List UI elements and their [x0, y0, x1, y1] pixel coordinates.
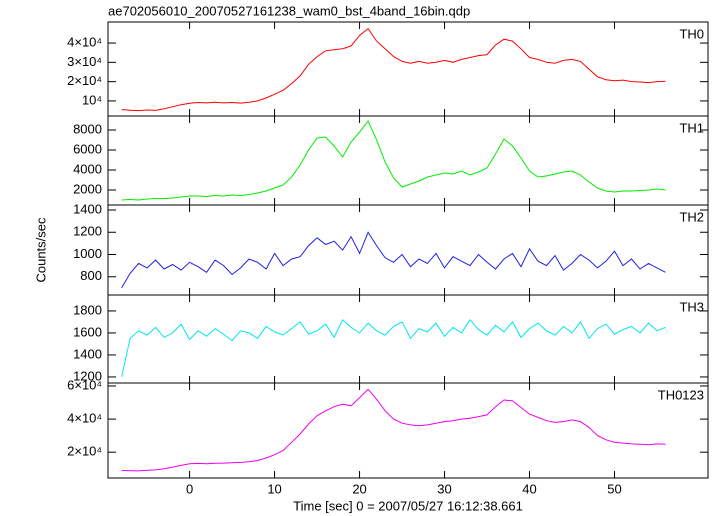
y-tick-label: 1400 [73, 201, 102, 216]
panel-frame [107, 294, 709, 384]
x-tick-label: 40 [522, 481, 536, 496]
y-tick-label: 1000 [73, 246, 102, 261]
y-tick-label: 1800 [73, 302, 102, 317]
y-tick-label: 2000 [73, 181, 102, 196]
y-tick-label: 6×10⁴ [67, 377, 102, 392]
panel-frame [107, 204, 709, 296]
y-tick-label: 3×10⁴ [67, 54, 102, 69]
y-tick-label: 2×10⁴ [67, 444, 102, 459]
x-tick-label: 10 [267, 481, 281, 496]
y-tick-label: 1200 [73, 224, 102, 239]
x-tick-label: 50 [607, 481, 621, 496]
data-line [121, 231, 666, 289]
y-tick-label: 1600 [73, 324, 102, 339]
data-line [121, 318, 666, 378]
panel-label: TH3 [679, 299, 704, 314]
data-line [121, 120, 666, 201]
x-tick-label: 0 [186, 481, 193, 496]
y-tick-label: 10⁴ [82, 92, 102, 107]
chart-title: ae702056010_20070527161238_wam0_bst_4ban… [108, 3, 470, 18]
panel-label: TH2 [679, 209, 704, 224]
y-tick-label: 800 [80, 268, 102, 283]
x-axis-label: Time [sec] 0 = 2007/05/27 16:12:38.661 [293, 498, 523, 513]
y-tick-label: 4×10⁴ [67, 34, 102, 49]
y-tick-label: 2×10⁴ [67, 73, 102, 88]
panel-label: TH0 [679, 26, 704, 41]
panel-frame [107, 382, 709, 479]
data-line [121, 388, 666, 472]
panel-label: TH0123 [658, 387, 704, 402]
panel-label: TH1 [679, 120, 704, 135]
y-tick-label: 6000 [73, 141, 102, 156]
x-tick-label: 20 [352, 481, 366, 496]
y-tick-label: 4000 [73, 161, 102, 176]
data-line [121, 27, 666, 112]
y-tick-label: 8000 [73, 121, 102, 136]
y-tick-label: 4×10⁴ [67, 411, 102, 426]
y-axis-label: Counts/sec [33, 217, 48, 283]
y-tick-label: 1400 [73, 346, 102, 361]
panel-frame [107, 21, 709, 117]
x-tick-label: 30 [437, 481, 451, 496]
y-tick-label: 1200 [73, 368, 102, 383]
